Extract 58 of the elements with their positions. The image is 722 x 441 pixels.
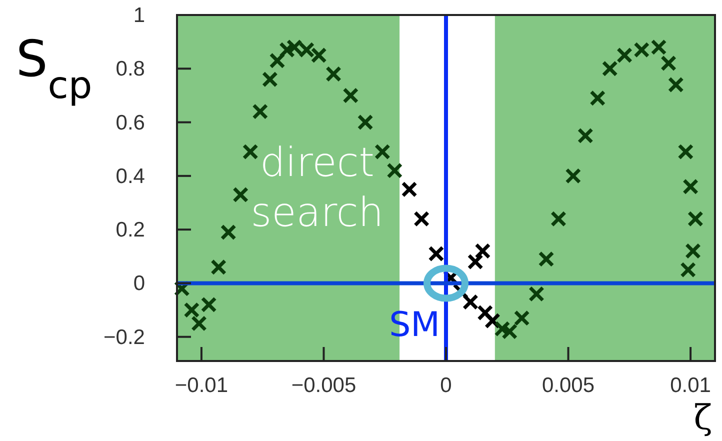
point	[234, 188, 248, 202]
point	[358, 116, 372, 130]
point	[552, 212, 566, 226]
point	[662, 56, 676, 70]
point	[634, 43, 648, 57]
point	[603, 62, 617, 76]
y-tick-label: 0.6	[116, 111, 145, 134]
point	[515, 311, 529, 325]
point	[376, 145, 390, 159]
point	[388, 164, 402, 178]
point	[312, 48, 326, 62]
point	[468, 255, 482, 269]
point	[681, 263, 695, 277]
point	[669, 78, 683, 92]
point	[464, 295, 478, 309]
x-tick-label: 0.005	[542, 374, 595, 397]
point	[212, 260, 226, 274]
point	[678, 145, 692, 159]
point	[530, 287, 544, 301]
annotation: SM	[389, 305, 440, 346]
point	[578, 128, 592, 142]
point	[540, 252, 554, 266]
point	[270, 54, 284, 68]
point	[344, 88, 358, 102]
point	[326, 67, 340, 81]
point	[263, 72, 277, 86]
point	[244, 145, 258, 159]
x-tick-label: 0.01	[670, 374, 711, 397]
point	[476, 244, 490, 258]
point	[566, 169, 580, 183]
point	[652, 40, 666, 54]
y-tick-label: 0.4	[116, 164, 146, 188]
band-label: direct search	[250, 140, 384, 236]
x-tick-label: −0.01	[174, 374, 228, 397]
point	[429, 246, 443, 260]
point	[402, 182, 416, 196]
x-axis-title: ζ	[694, 398, 712, 438]
point	[202, 298, 216, 312]
point	[175, 282, 189, 296]
point	[192, 316, 206, 330]
y-axis-title: S$_{cp}$	[16, 30, 92, 107]
y-tick-label: 0.8	[116, 58, 145, 81]
point	[414, 212, 428, 226]
y-tick-label: −0.2	[104, 326, 145, 349]
point	[184, 303, 198, 317]
y-tick-label: 0	[133, 272, 145, 296]
point	[590, 91, 604, 105]
x-tick-label: −0.005	[291, 374, 356, 397]
point	[222, 226, 236, 240]
point	[618, 48, 632, 62]
point	[253, 104, 267, 118]
x-tick-label: 0	[440, 374, 452, 397]
point	[684, 180, 698, 194]
point	[478, 306, 492, 320]
point	[688, 212, 702, 226]
point	[686, 244, 700, 258]
y-tick-label: 0.2	[116, 218, 145, 242]
y-tick-label: 1	[133, 4, 145, 27]
